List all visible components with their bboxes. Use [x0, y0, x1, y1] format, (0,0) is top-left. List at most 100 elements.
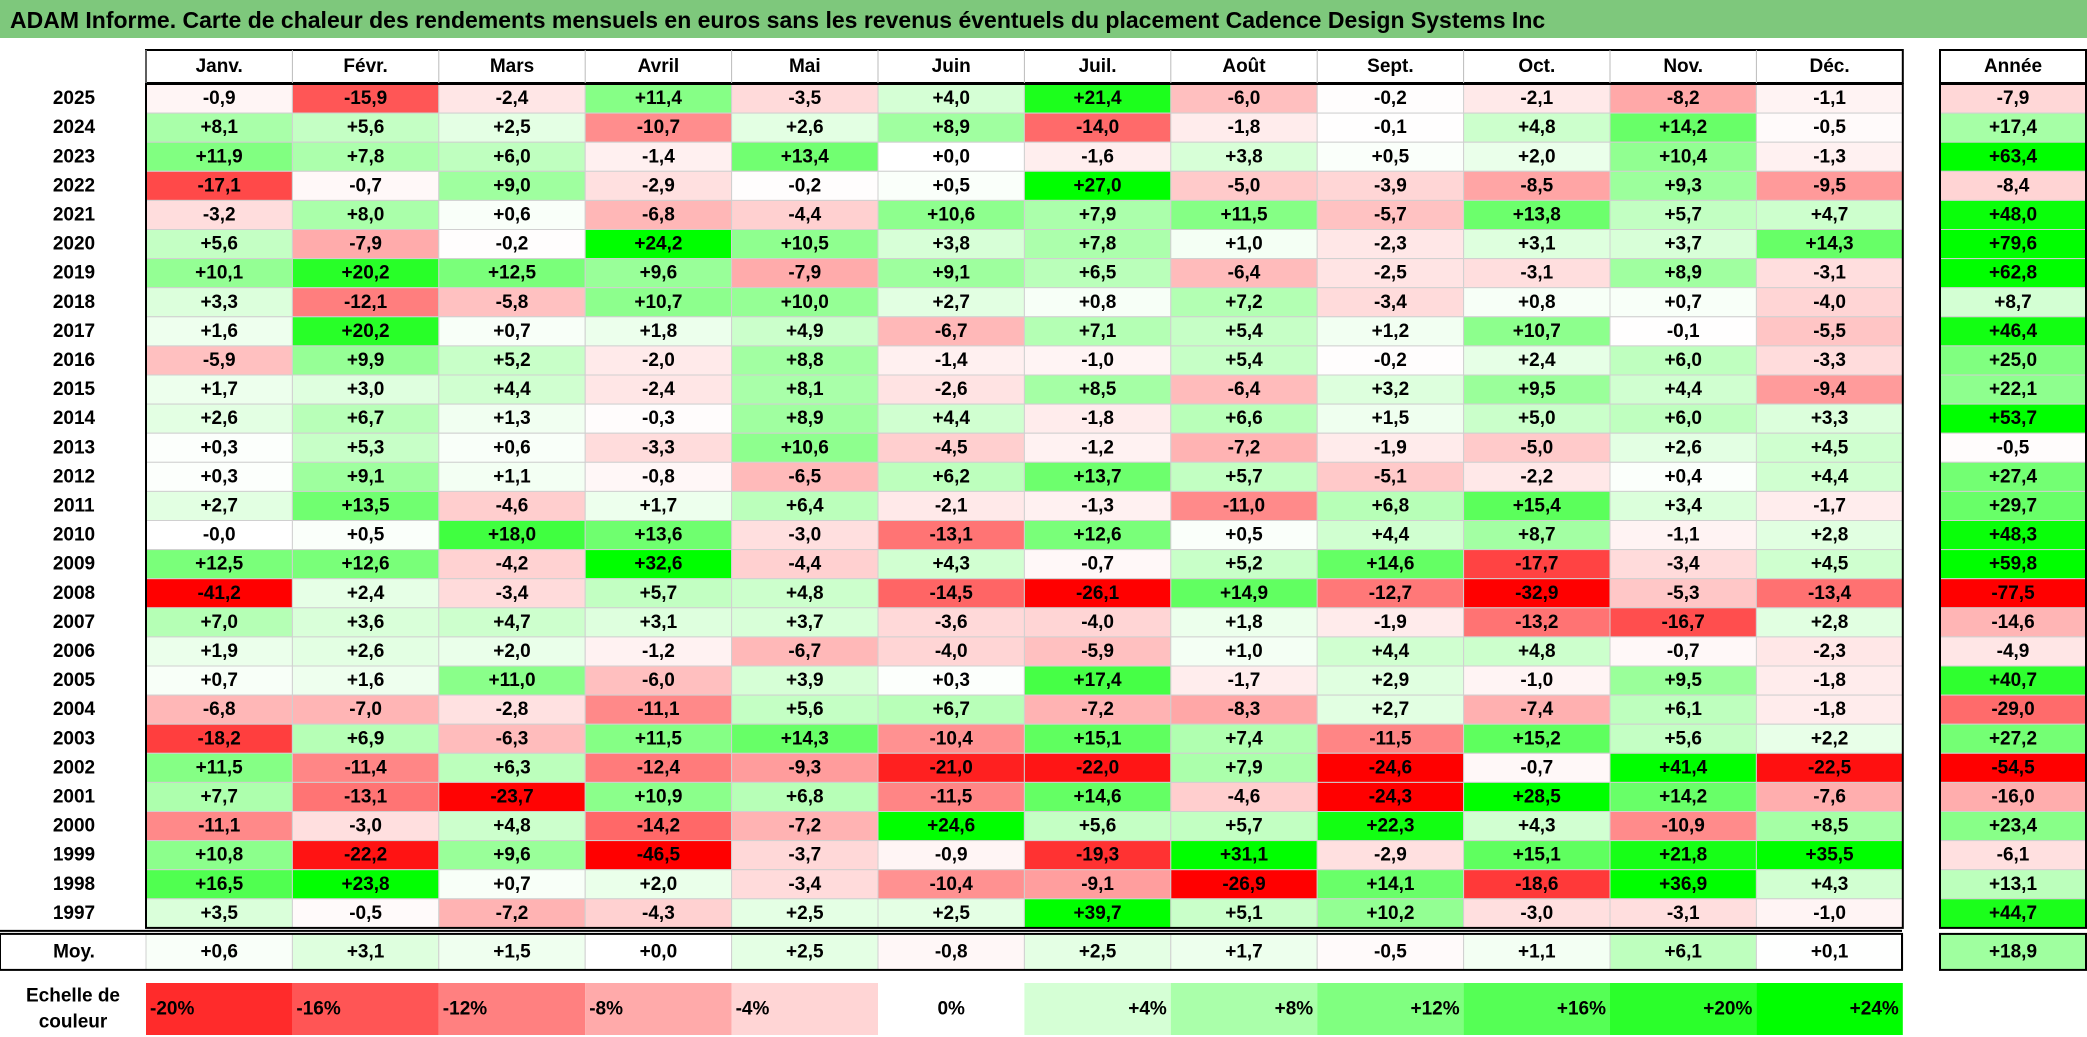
cell-value: -11,4	[344, 757, 387, 778]
cell-value: -6,0	[1228, 88, 1261, 109]
cell-value: +12,5	[195, 554, 244, 575]
cell-value: +3,8	[932, 234, 970, 255]
annual-value: +40,7	[1989, 670, 2037, 691]
cell-value: +9,6	[493, 845, 531, 866]
row-year-label: 2009	[53, 554, 95, 575]
cell-value: -3,9	[1374, 175, 1407, 196]
heatmap-cell	[731, 752, 879, 783]
heatmap-cell	[145, 258, 293, 289]
heatmap-cell	[145, 490, 293, 521]
heatmap-cell	[1463, 723, 1611, 754]
cell-value: -4,3	[642, 903, 675, 924]
heatmap-cell	[584, 752, 733, 783]
heatmap-cell	[584, 374, 733, 405]
heatmap-cell	[1316, 316, 1465, 347]
heatmap-cell	[1755, 520, 1904, 551]
cell-value: -5,0	[1228, 175, 1261, 196]
cell-value: +31,1	[1220, 845, 1269, 866]
heatmap-cell	[877, 549, 1025, 580]
cell-value: +5,6	[786, 699, 824, 720]
average-value: +2,5	[1079, 941, 1117, 962]
cell-value: -12,1	[344, 292, 388, 313]
cell-value: +6,7	[347, 408, 385, 429]
cell-value: -10,4	[930, 728, 974, 749]
cell-value: -3,2	[203, 204, 236, 225]
scale-swatch	[878, 983, 1025, 1035]
cell-value: +4,8	[1518, 641, 1556, 662]
heatmap-cell	[1316, 694, 1465, 725]
annual-value: -7,9	[1997, 88, 2030, 109]
heatmap-cell	[731, 229, 879, 260]
annual-grid-border	[1939, 83, 2087, 929]
cell-value: +7,8	[347, 146, 385, 167]
heatmap-cell	[584, 781, 733, 813]
cell-value: -5,1	[1374, 466, 1407, 487]
cell-value: -41,2	[198, 583, 241, 604]
heatmap-cell	[1170, 83, 1318, 114]
heatmap-cell	[584, 723, 733, 754]
cell-value: -14,2	[637, 816, 680, 837]
heatmap-cell	[1316, 112, 1465, 143]
row-year-label: 2005	[53, 670, 96, 691]
cell-value: +6,4	[786, 495, 824, 516]
heatmap-cell	[1609, 141, 1757, 172]
cell-value: -4,6	[496, 495, 529, 516]
annual-value: -8,4	[1997, 175, 2030, 196]
row-year-label: 2006	[53, 641, 95, 662]
cell-value: +3,0	[347, 379, 385, 400]
cell-value: +10,5	[781, 234, 830, 255]
heatmap-cell	[1023, 461, 1172, 492]
heatmap-cell	[877, 345, 1025, 376]
heatmap-cell	[438, 781, 586, 813]
heatmap-cell	[1316, 345, 1465, 376]
cell-value: +3,5	[200, 903, 238, 924]
cell-value: -18,6	[1515, 874, 1558, 895]
annual-value: +22,1	[1989, 379, 2038, 400]
cell-value: +17,4	[1074, 670, 1123, 691]
heatmap-cell	[1609, 520, 1757, 551]
cell-value: +8,9	[932, 117, 970, 138]
heatmap-cell	[584, 636, 733, 667]
cell-value: +41,4	[1659, 757, 1708, 778]
cell-value: -0,9	[203, 88, 236, 109]
heatmap-cell	[145, 112, 293, 143]
heatmap-cell	[1755, 403, 1904, 434]
heatmap-cell	[438, 141, 586, 172]
heatmap-cell	[291, 898, 440, 929]
cell-value: +7,2	[1225, 292, 1263, 313]
heatmap-cell	[1023, 520, 1172, 551]
row-year-label: 2013	[53, 437, 95, 458]
cell-value: -8,3	[1228, 699, 1261, 720]
cell-value: -0,7	[1081, 554, 1114, 575]
row-year-label: 2019	[53, 263, 95, 284]
heatmap-cell	[1170, 549, 1318, 580]
cell-value: -24,3	[1369, 786, 1412, 807]
cell-value: +3,3	[1811, 408, 1849, 429]
cell-value: +0,5	[932, 175, 970, 196]
cell-value: +27,0	[1074, 175, 1122, 196]
heatmap-cell	[1463, 520, 1611, 551]
heatmap-cell	[1463, 316, 1611, 347]
row-year-label: 2000	[53, 816, 95, 837]
cell-value: +10,6	[927, 204, 975, 225]
heatmap-cell	[291, 403, 440, 434]
cell-value: -3,3	[1813, 350, 1846, 371]
heatmap-cell	[438, 752, 586, 783]
heatmap-cell	[1609, 403, 1757, 434]
row-year-label: 2021	[53, 204, 96, 225]
heatmap-cell	[1609, 83, 1757, 114]
cell-value: +0,7	[200, 670, 238, 691]
cell-value: -6,0	[642, 670, 675, 691]
cell-value: +4,4	[1811, 466, 1849, 487]
heatmap-cell	[1755, 229, 1904, 260]
cell-value: -13,4	[1808, 583, 1852, 604]
heatmap-cell	[1463, 112, 1611, 143]
annual-value: +79,6	[1989, 234, 2037, 255]
heatmap-cell	[731, 316, 879, 347]
heatmap-cell	[291, 869, 440, 900]
scale-label: -16%	[296, 999, 340, 1020]
heatmap-cell	[1463, 170, 1611, 201]
scale-label: +4%	[1128, 999, 1167, 1020]
cell-value: -11,1	[637, 699, 680, 720]
annual-cell	[1939, 258, 2087, 289]
